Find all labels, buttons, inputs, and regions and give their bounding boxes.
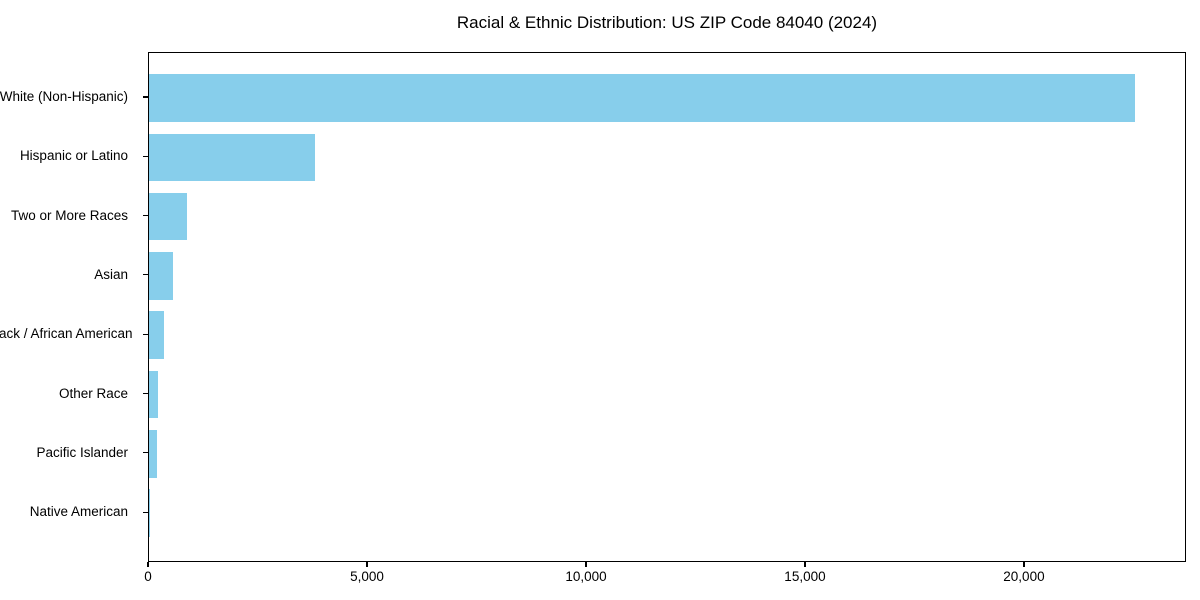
x-tick-mark (804, 562, 806, 567)
x-axis: 0 5,000 10,000 15,000 20,000 (144, 562, 1186, 600)
bar (149, 311, 164, 359)
category-label: Native American (29, 504, 128, 520)
y-tick-mark (143, 215, 148, 217)
category-label: Two or More Races (10, 207, 128, 223)
chart-title: Racial & Ethnic Distribution: US ZIP Cod… (456, 13, 878, 32)
bar (149, 74, 1136, 122)
bar (149, 489, 151, 537)
x-tick-mark (147, 562, 149, 567)
bar (149, 133, 315, 182)
category-label: Pacific Islander (36, 444, 128, 460)
y-tick-mark (143, 452, 148, 454)
x-tick-mark (585, 562, 587, 567)
bar (149, 370, 159, 419)
y-tick-mark (143, 155, 148, 157)
category-label: Hispanic or Latino (19, 148, 128, 164)
x-tick-label: 20,000 (1003, 569, 1045, 584)
y-tick-mark (143, 274, 148, 276)
x-tick-mark (1023, 562, 1025, 567)
y-tick-mark (143, 392, 148, 395)
category-label: White (Non-Hispanic) (0, 89, 128, 104)
category-label: Other Race (58, 385, 128, 401)
x-tick-label: 15,000 (784, 569, 826, 584)
y-tick-mark (143, 333, 148, 335)
y-tick-mark (143, 96, 148, 98)
bar (149, 252, 174, 300)
x-tick-mark (366, 562, 368, 567)
x-tick-label: 0 (144, 569, 152, 584)
x-tick-label: 10,000 (565, 569, 607, 584)
category-label: Black / African American (0, 326, 133, 342)
y-tick-mark (143, 511, 148, 513)
plot-area (148, 52, 1186, 562)
y-axis-labels: White (Non-Hispanic) Hispanic or Latino Tw… (0, 52, 148, 562)
category-label: Asian (94, 266, 128, 282)
bar (149, 430, 158, 478)
bar (149, 192, 188, 241)
x-tick-label: 5,000 (350, 569, 384, 584)
